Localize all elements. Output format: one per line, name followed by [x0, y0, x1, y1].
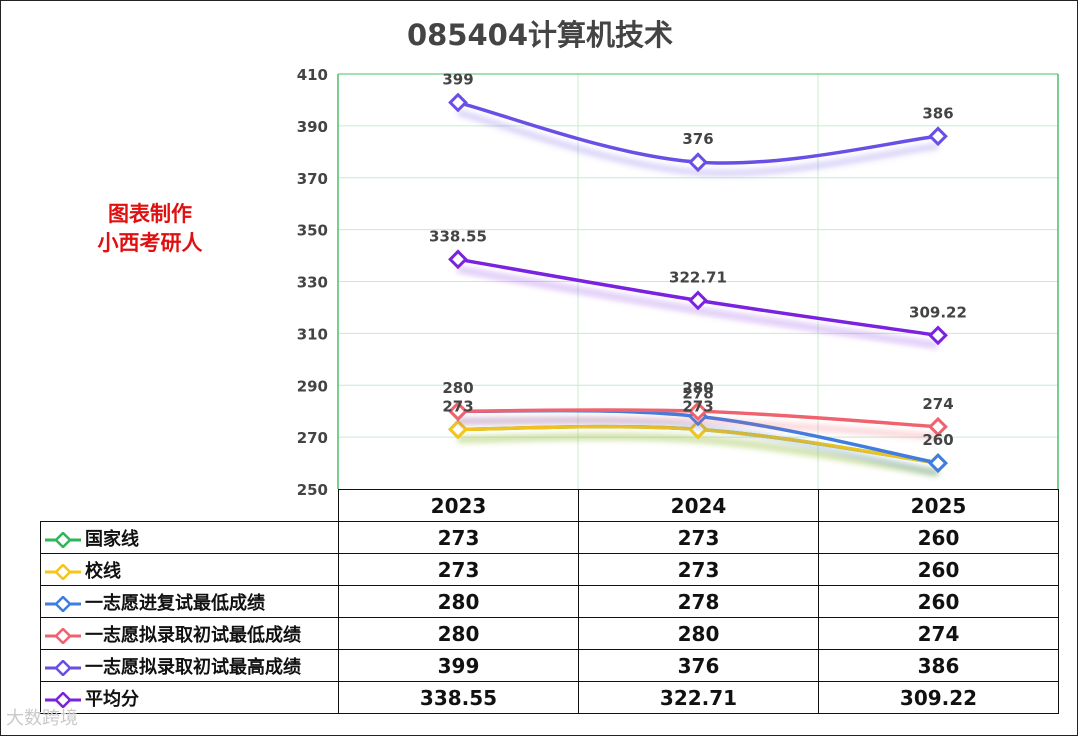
data-label: 273 [682, 397, 713, 415]
row-header: 国家线 [40, 521, 339, 554]
grid [337, 73, 1059, 489]
data-label: 274 [922, 395, 953, 413]
table-row: 平均分 338.55 322.71 309.22 [40, 681, 1059, 714]
data-label: 322.71 [669, 268, 727, 286]
data-label: 260 [922, 431, 953, 449]
series-shadow [457, 109, 939, 177]
data-label: 280 [682, 379, 713, 397]
series-name: 校线 [85, 560, 121, 582]
y-tick-label: 390 [297, 118, 328, 136]
table-cell: 273 [578, 521, 819, 554]
table-row: 一志愿拟录取初试最低成绩 280 280 274 [40, 617, 1059, 650]
column-header: 2024 [578, 489, 819, 522]
data-point-marker [448, 249, 468, 270]
series-name: 一志愿拟录取初试最低成绩 [85, 624, 301, 646]
data-label: 273 [442, 397, 473, 415]
data-point-marker [688, 401, 708, 422]
table-row: 校线 273 273 260 [40, 553, 1059, 586]
table-cell: 280 [338, 617, 579, 650]
table-cell: 338.55 [338, 681, 579, 714]
y-tick-label: 290 [297, 377, 328, 395]
watermark: 大数跨境 [6, 708, 78, 729]
data-point-marker [448, 401, 468, 422]
table-cell: 273 [338, 553, 579, 586]
table-row: 一志愿进复试最低成绩 280 278 260 [40, 585, 1059, 618]
table-header-row: 2023 2024 2025 [40, 489, 1059, 522]
table-cell: 280 [338, 585, 579, 618]
series-shadow [457, 433, 939, 477]
series-layer [448, 92, 948, 477]
data-point-marker [448, 92, 468, 113]
series-name: 一志愿进复试最低成绩 [85, 592, 265, 614]
data-label: 399 [442, 71, 473, 89]
series-shadow [457, 266, 939, 349]
credit-line: 图表制作 [108, 202, 192, 226]
data-label: 309.22 [909, 303, 967, 321]
data-point-marker [928, 325, 948, 346]
data-point-marker [928, 453, 948, 473]
table-cell: 273 [338, 521, 579, 554]
legend-key-icon [45, 531, 81, 548]
table-row: 国家线 273 273 260 [40, 521, 1059, 554]
data-label: 338.55 [429, 227, 487, 245]
data-label: 386 [922, 104, 953, 122]
row-header: 校线 [40, 553, 339, 586]
table-cell: 278 [578, 585, 819, 618]
table-cell: 399 [338, 649, 579, 682]
legend-key-icon [45, 563, 81, 580]
table-cell: 260 [818, 521, 1059, 554]
y-tick-label: 270 [297, 429, 328, 447]
data-point-marker [688, 152, 708, 173]
y-tick-label: 330 [297, 274, 328, 292]
series-name: 一志愿拟录取初试最高成绩 [85, 656, 301, 678]
table-cell: 260 [818, 585, 1059, 618]
data-point-marker [928, 416, 948, 437]
chart-credit: 图表制作 小西考研人 [60, 200, 240, 258]
data-label: 278 [682, 384, 713, 402]
data-point-marker [448, 419, 468, 440]
y-tick-label: 370 [297, 170, 328, 188]
column-header: 2023 [338, 489, 579, 522]
table-cell: 309.22 [818, 681, 1059, 714]
chart-title: 085404计算机技术 [406, 18, 674, 52]
table-cell: 274 [818, 617, 1059, 650]
data-label: 280 [442, 379, 473, 397]
y-tick-label: 350 [297, 222, 328, 240]
y-tick-label: 410 [297, 66, 328, 84]
table-cell: 376 [578, 649, 819, 682]
legend-key-icon [45, 659, 81, 676]
row-header: 一志愿进复试最低成绩 [40, 585, 339, 618]
series-shadow [457, 416, 939, 440]
legend-key-icon [45, 691, 81, 708]
data-point-marker [688, 290, 708, 311]
table-cell: 322.71 [578, 681, 819, 714]
data-table: 2023 2024 2025 国家线 273 273 260 校线 273 273 260 一志… [40, 489, 1059, 714]
column-header: 2025 [818, 489, 1059, 522]
row-header: 平均分 [40, 681, 339, 714]
data-point-marker [928, 126, 948, 147]
credit-line: 小西考研人 [97, 231, 203, 255]
table-cell: 273 [578, 553, 819, 586]
table-cell: 280 [578, 617, 819, 650]
row-header: 一志愿拟录取初试最低成绩 [40, 617, 339, 650]
legend-key-icon [45, 627, 81, 644]
table-corner [40, 489, 339, 522]
table-row: 一志愿拟录取初试最高成绩 399 376 386 [40, 649, 1059, 682]
row-header: 一志愿拟录取初试最高成绩 [40, 649, 339, 682]
y-tick-label: 310 [297, 325, 328, 343]
series-name: 国家线 [85, 528, 139, 550]
table-cell: 386 [818, 649, 1059, 682]
legend-key-icon [45, 595, 81, 612]
series-name: 平均分 [85, 688, 139, 710]
table-cell: 260 [818, 553, 1059, 586]
data-label: 376 [682, 130, 713, 148]
